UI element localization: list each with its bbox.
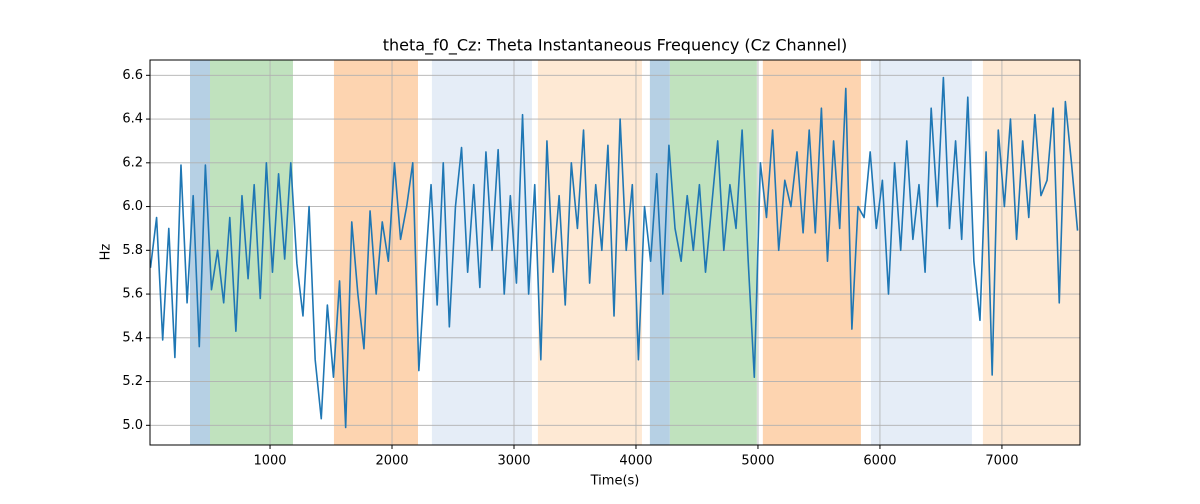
shaded-span (982, 60, 1080, 445)
x-tick-label: 5000 (741, 454, 774, 469)
y-tick-label: 6.0 (122, 199, 143, 214)
y-tick-label: 5.6 (122, 287, 143, 302)
y-tick-label: 5.4 (122, 330, 143, 345)
x-tick-label: 1000 (253, 454, 286, 469)
y-tick-label: 6.2 (122, 155, 143, 170)
y-tick-label: 6.4 (122, 112, 143, 127)
y-tick-label: 5.0 (122, 418, 143, 433)
shaded-span (669, 60, 757, 445)
y-axis-label: Hz (99, 244, 114, 261)
x-tick-label: 6000 (863, 454, 896, 469)
y-tick-label: 5.8 (122, 243, 143, 258)
x-tick-label: 7000 (985, 454, 1018, 469)
x-tick-label: 4000 (619, 454, 652, 469)
x-tick-label: 2000 (375, 454, 408, 469)
x-axis-label: Time(s) (590, 474, 640, 489)
y-tick-label: 6.6 (122, 68, 143, 83)
shaded-span (537, 60, 642, 445)
shaded-span (333, 60, 418, 445)
shaded-span (649, 60, 670, 445)
plot-frame (149, 59, 1081, 446)
shaded-span (210, 60, 293, 445)
data-line (149, 76, 1079, 429)
shaded-span (190, 60, 211, 445)
y-tick-label: 5.2 (122, 374, 143, 389)
x-tick-label: 3000 (497, 454, 530, 469)
chart-title: theta_f0_Cz: Theta Instantaneous Frequen… (383, 36, 848, 56)
shaded-span (870, 60, 972, 445)
